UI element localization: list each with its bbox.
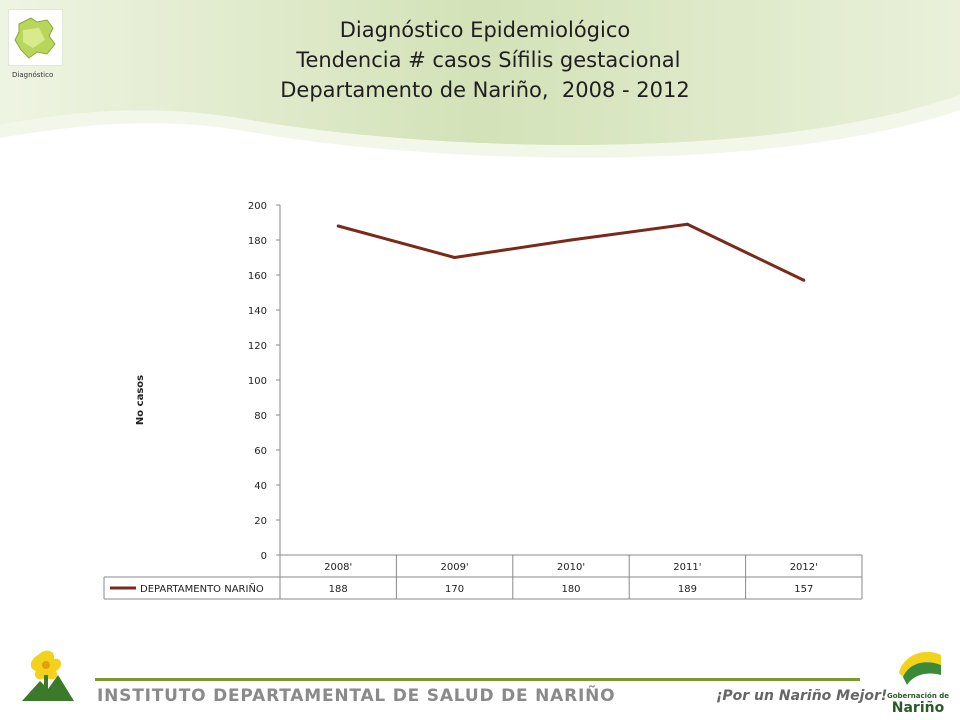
logo-caption: Diagnóstico	[12, 71, 54, 79]
title-line-2: Tendencia # casos Sífilis gestacional	[289, 48, 681, 72]
y-tick-label: 140	[248, 306, 267, 317]
gobernacion-label: Gobernación de Nariño	[884, 690, 952, 716]
header-band	[0, 0, 960, 170]
slogan: ¡Por un Nariño Mejor!	[716, 688, 888, 704]
data-point	[569, 238, 573, 242]
gobernacion-small-text: Gobernación de	[886, 692, 949, 700]
page-title: Diagnóstico Epidemiológico Tendencia # c…	[175, 15, 795, 105]
y-axis-label: No casos	[135, 375, 146, 425]
y-tick-label: 80	[254, 411, 267, 422]
y-tick-label: 180	[248, 236, 267, 247]
data-point	[802, 278, 806, 282]
table-value: 189	[678, 584, 697, 595]
department-map-logo	[8, 9, 63, 66]
institute-logo	[18, 645, 78, 710]
data-point	[453, 256, 457, 259]
title-line-3: Departamento de Nariño, 2008 - 2012	[280, 78, 690, 102]
gobernacion-big-text: Nariño	[891, 700, 945, 716]
footer-divider	[95, 678, 860, 681]
institute-name: INSTITUTO DEPARTAMENTAL DE SALUD DE NARI…	[97, 686, 616, 706]
table-value: 157	[794, 584, 813, 595]
y-tick-label: 40	[254, 481, 267, 492]
title-line-1: Diagnóstico Epidemiológico	[339, 18, 631, 42]
y-tick-label: 20	[254, 516, 267, 527]
data-point	[336, 224, 340, 228]
header-swoosh	[0, 0, 960, 158]
data-point	[685, 222, 689, 226]
x-category-label: 2010'	[557, 562, 585, 573]
x-category-label: 2011'	[673, 562, 701, 573]
y-tick-label: 0	[261, 551, 267, 562]
table-value: 188	[329, 584, 348, 595]
table-value: 170	[445, 584, 464, 595]
y-tick-label: 60	[254, 446, 267, 457]
table-value: 180	[561, 584, 580, 595]
x-category-label: 2008'	[324, 562, 352, 573]
y-tick-label: 160	[248, 271, 267, 282]
x-category-label: 2012'	[790, 562, 818, 573]
x-category-label: 2009'	[440, 562, 468, 573]
series-line	[337, 222, 805, 282]
gobernacion-logo	[895, 645, 945, 687]
y-tick-label: 200	[248, 201, 267, 212]
y-tick-label: 100	[248, 376, 267, 387]
legend-label: DEPARTAMENTO NARIÑO	[140, 582, 264, 595]
y-tick-label: 120	[248, 341, 267, 352]
